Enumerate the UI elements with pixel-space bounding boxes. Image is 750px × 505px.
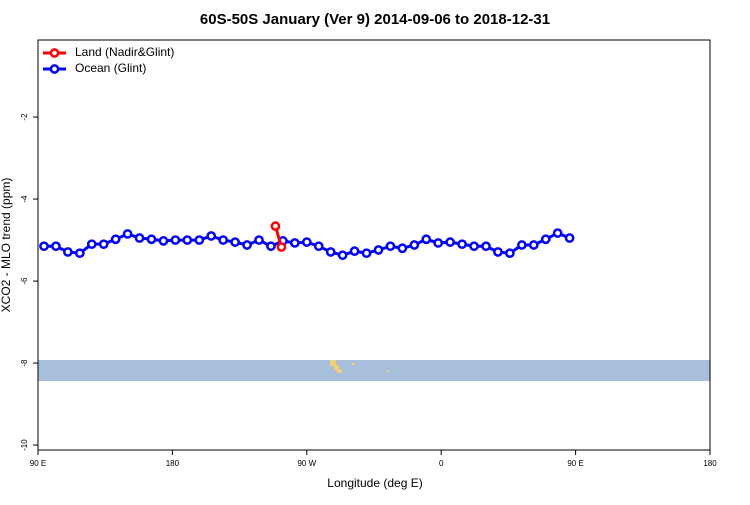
x-tick-label: 0 bbox=[439, 459, 444, 468]
point bbox=[74, 248, 85, 259]
point bbox=[266, 241, 276, 252]
point bbox=[361, 248, 372, 259]
point bbox=[385, 241, 396, 252]
point bbox=[421, 234, 432, 245]
point bbox=[254, 235, 264, 245]
legend-marker bbox=[49, 48, 60, 58]
y-tick-label: -10 bbox=[20, 439, 29, 451]
point bbox=[194, 235, 205, 245]
point bbox=[481, 241, 491, 252]
x-tick-label: 90 E bbox=[30, 459, 46, 468]
legend-label: Land (Nadir&Glint) bbox=[75, 45, 174, 59]
point bbox=[51, 241, 61, 252]
point bbox=[301, 237, 312, 247]
point bbox=[63, 247, 73, 257]
point bbox=[206, 231, 217, 241]
y-axis-label: XCO2 - MLO trend (ppm) bbox=[0, 178, 13, 313]
point bbox=[134, 233, 145, 243]
x-axis-label: Longitude (deg E) bbox=[327, 476, 422, 490]
x-tick-label: 90 W bbox=[297, 459, 316, 468]
point bbox=[122, 229, 133, 239]
point bbox=[409, 240, 420, 250]
point bbox=[230, 237, 240, 247]
point bbox=[564, 233, 575, 243]
point bbox=[313, 241, 324, 252]
point bbox=[242, 240, 252, 250]
point bbox=[349, 246, 360, 256]
chart-title: 60S-50S January (Ver 9) 2014-09-06 to 20… bbox=[200, 11, 550, 28]
point bbox=[433, 238, 444, 248]
point bbox=[373, 245, 384, 255]
point bbox=[290, 238, 300, 248]
point bbox=[270, 221, 281, 231]
plot-frame bbox=[37, 39, 711, 451]
point bbox=[516, 240, 527, 250]
map-band bbox=[38, 360, 710, 381]
point bbox=[146, 234, 157, 245]
legend-label: Ocean (Glint) bbox=[75, 61, 146, 75]
y-tick-label: -4 bbox=[20, 195, 29, 203]
point bbox=[397, 243, 408, 254]
point bbox=[493, 247, 503, 257]
point bbox=[505, 248, 515, 259]
point bbox=[552, 228, 563, 238]
legend-marker bbox=[49, 64, 60, 74]
point bbox=[86, 239, 97, 250]
map-land bbox=[330, 360, 389, 373]
point bbox=[98, 239, 109, 250]
point bbox=[337, 250, 348, 261]
y-tick-label: -8 bbox=[20, 359, 29, 367]
y-tick-label: -2 bbox=[20, 113, 29, 121]
point bbox=[457, 239, 467, 250]
point bbox=[528, 240, 539, 250]
point bbox=[540, 234, 551, 245]
point bbox=[445, 237, 456, 247]
point bbox=[469, 241, 479, 252]
point bbox=[276, 242, 287, 252]
point bbox=[170, 235, 181, 245]
point bbox=[158, 236, 169, 246]
x-tick-label: 90 E bbox=[567, 459, 583, 468]
point bbox=[39, 241, 49, 252]
point bbox=[325, 247, 336, 257]
point bbox=[182, 235, 193, 245]
x-tick-label: 180 bbox=[703, 459, 717, 468]
point bbox=[110, 234, 121, 245]
x-tick-label: 180 bbox=[166, 459, 180, 468]
y-tick-label: -6 bbox=[20, 277, 29, 285]
point bbox=[218, 235, 229, 245]
